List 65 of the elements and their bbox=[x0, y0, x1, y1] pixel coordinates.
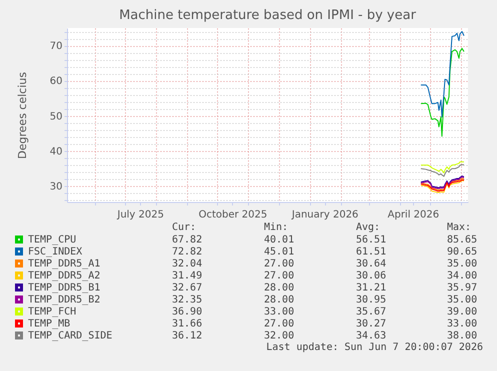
text: 27.00 bbox=[264, 270, 294, 282]
text: 36.90 bbox=[172, 306, 202, 318]
text: 85.65 bbox=[447, 234, 478, 246]
chart-title: Machine temperature based on IPMI - by year bbox=[119, 8, 417, 23]
line-series bbox=[420, 164, 464, 177]
text: 61.51 bbox=[356, 246, 386, 258]
text: 72.82 bbox=[172, 246, 202, 258]
text: 33.00 bbox=[264, 306, 294, 318]
text: 31.21 bbox=[356, 282, 386, 294]
line-series bbox=[420, 161, 464, 174]
text: 27.00 bbox=[264, 258, 294, 270]
text: Avg: bbox=[356, 222, 380, 233]
text: 34.63 bbox=[356, 330, 386, 342]
y-tick-label: 50 bbox=[50, 111, 62, 122]
line-series bbox=[420, 48, 464, 137]
text: 30.95 bbox=[356, 294, 386, 306]
y-tick-label: 60 bbox=[50, 76, 62, 88]
text: Max: bbox=[447, 222, 472, 233]
text: 39.00 bbox=[447, 306, 478, 318]
y-tick-label: 40 bbox=[50, 146, 62, 158]
y-axis-title: Degrees celcius bbox=[16, 72, 29, 159]
x-tick-label: October 2025 bbox=[198, 210, 268, 220]
text: 35.97 bbox=[447, 282, 478, 294]
text: 30.06 bbox=[356, 270, 386, 282]
legend-label: TEMP_CARD_SIDE bbox=[28, 330, 112, 342]
text: 67.82 bbox=[172, 234, 202, 246]
text: 35.67 bbox=[356, 306, 386, 318]
text: Cur: bbox=[172, 222, 196, 233]
text: 90.65 bbox=[447, 246, 478, 258]
text: Last update: Sun Jun 7 20:00:07 2026 bbox=[266, 342, 483, 353]
text: 32.67 bbox=[172, 282, 202, 294]
legend-label: FSC_INDEX bbox=[28, 246, 82, 258]
text: 30.27 bbox=[356, 318, 386, 330]
text: 30.64 bbox=[356, 258, 386, 270]
text: 40.01 bbox=[264, 234, 294, 246]
text: 32.35 bbox=[172, 294, 202, 306]
text: 35.00 bbox=[447, 258, 478, 270]
text: 36.12 bbox=[172, 330, 202, 342]
text: 33.00 bbox=[447, 318, 478, 330]
legend-label: TEMP_DDR5_A2 bbox=[28, 270, 100, 282]
text: 32.00 bbox=[264, 330, 294, 342]
text: 28.00 bbox=[264, 282, 294, 294]
text: 56.51 bbox=[356, 234, 386, 246]
y-tick-label: 70 bbox=[50, 41, 62, 52]
legend-label: TEMP_FCH bbox=[28, 306, 76, 318]
legend-label: TEMP_DDR5_A1 bbox=[28, 258, 100, 270]
legend-label: TEMP_MB bbox=[28, 318, 70, 330]
text: 38.00 bbox=[447, 330, 478, 342]
text: Min: bbox=[264, 222, 288, 233]
legend-label: TEMP_DDR5_B1 bbox=[28, 282, 100, 294]
legend-label: TEMP_CPU bbox=[28, 234, 76, 246]
line-series bbox=[420, 31, 464, 118]
text: 32.04 bbox=[172, 258, 202, 270]
y-tick-label: 30 bbox=[50, 182, 62, 193]
text: 45.01 bbox=[264, 246, 294, 258]
text: 31.66 bbox=[172, 318, 202, 330]
legend-label: TEMP_DDR5_B2 bbox=[28, 294, 100, 306]
x-tick-label: April 2026 bbox=[388, 210, 440, 220]
x-tick-label: July 2025 bbox=[116, 210, 164, 220]
x-tick-label: January 2026 bbox=[290, 210, 358, 220]
text: 27.00 bbox=[264, 318, 294, 330]
text: 28.00 bbox=[264, 294, 294, 306]
text: 34.00 bbox=[447, 270, 478, 282]
text: 35.00 bbox=[447, 294, 478, 306]
text: 31.49 bbox=[172, 270, 202, 282]
